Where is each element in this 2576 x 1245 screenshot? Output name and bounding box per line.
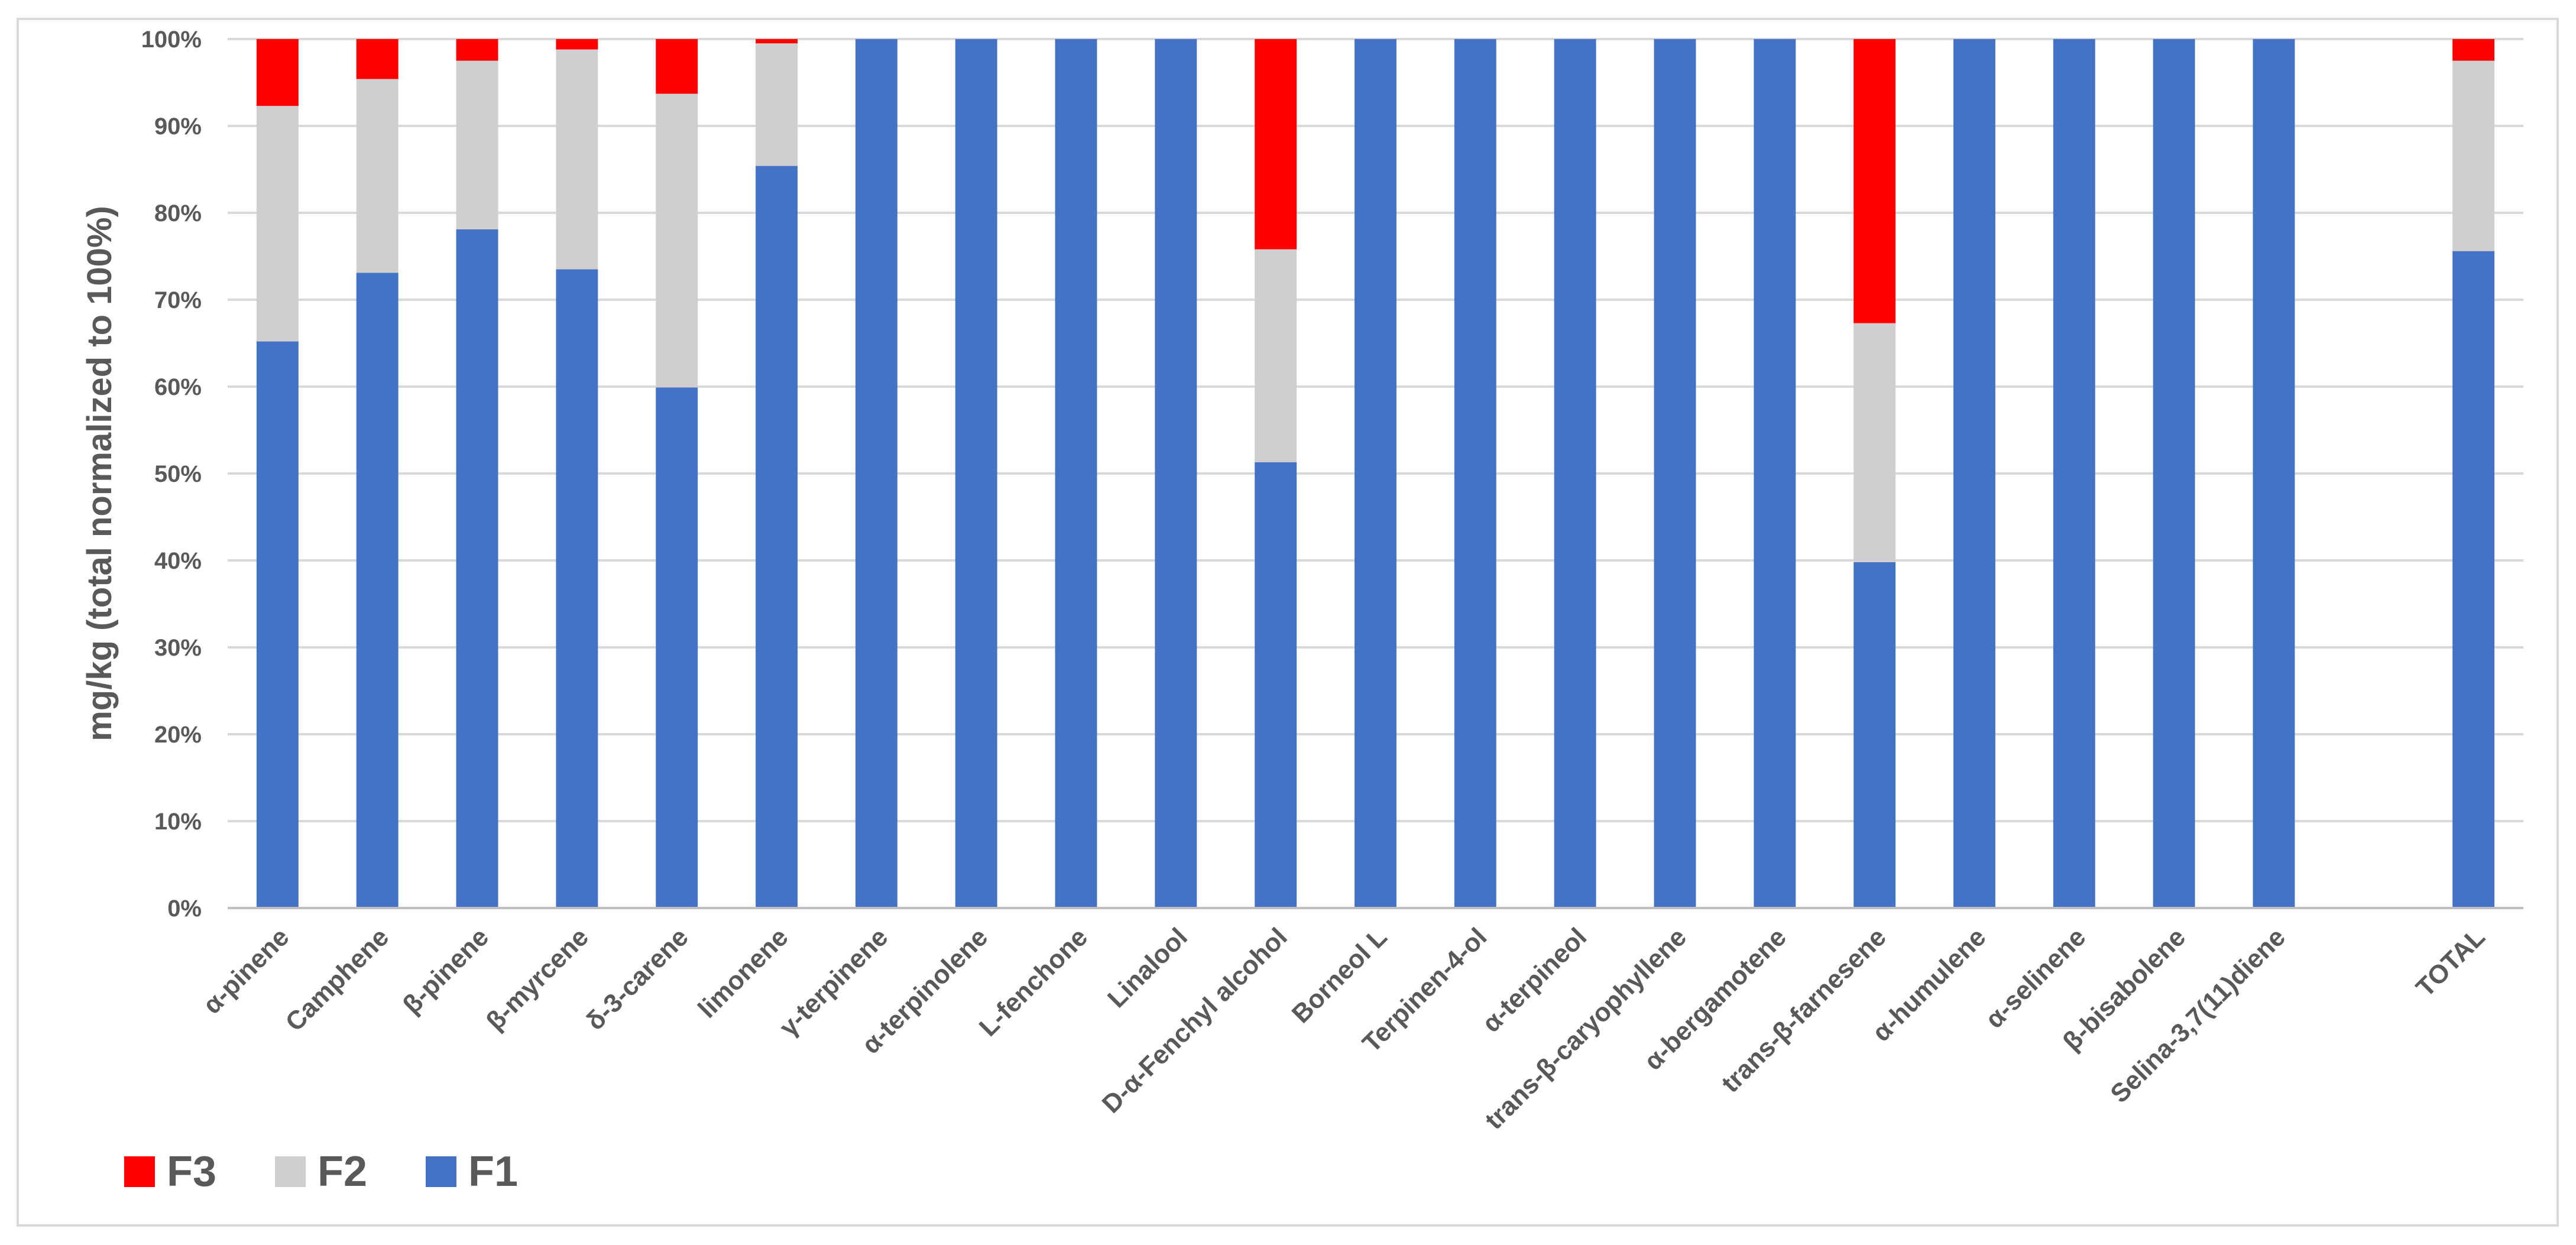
bar-segment-f2: [456, 60, 498, 229]
bar-segment-f3: [756, 39, 798, 44]
bar-segment-f3: [356, 39, 398, 79]
bar-segment-f1: [656, 387, 698, 908]
bar-segment-f1: [756, 166, 798, 908]
bar-segment-f3: [556, 39, 598, 50]
y-tick-label: 70%: [154, 287, 202, 313]
bar-segment-f1: [1454, 39, 1496, 908]
x-tick-label: β-pinene: [397, 922, 494, 1019]
bar-segment-f1: [2253, 39, 2295, 908]
bar-segment-f2: [756, 43, 798, 166]
y-tick-label: 10%: [154, 809, 202, 835]
bar-segment-f1: [556, 269, 598, 908]
bar-segment-f3: [256, 39, 299, 106]
x-tick-label: α-selinene: [1980, 922, 2092, 1034]
bar-segment-f1: [1255, 462, 1297, 908]
bar-segment-f1: [1355, 39, 1396, 908]
y-tick-label: 0%: [167, 896, 202, 922]
bar-segment-f2: [656, 93, 698, 388]
x-tick-label: trans-β-farnesene: [1716, 922, 1891, 1098]
bar-segment-f1: [1155, 39, 1197, 908]
bar-segment-f1: [256, 341, 299, 908]
legend: F3 F2 F1: [124, 1148, 518, 1195]
bar-segment-f1: [1055, 39, 1097, 908]
x-tick-label: L-fenchone: [974, 922, 1093, 1042]
x-tick-label: Borneol L: [1287, 922, 1393, 1029]
y-tick-label: 100%: [141, 27, 202, 53]
bar-segment-f1: [2153, 39, 2195, 908]
bar-segment-f3: [1255, 39, 1297, 249]
legend-label-f1: F1: [468, 1148, 518, 1195]
bar-segment-f2: [256, 106, 299, 342]
y-tick-label: 90%: [154, 114, 202, 140]
bar-segment-f3: [2452, 39, 2495, 61]
x-tick-label: β-myrcene: [481, 922, 594, 1036]
bar-segment-f2: [1255, 249, 1297, 462]
y-tick-label: 20%: [154, 722, 202, 748]
bar-segment-f3: [656, 39, 698, 94]
bar-segment-f1: [356, 273, 398, 909]
legend-label-f3: F3: [167, 1148, 216, 1195]
legend-swatch-f2: [275, 1156, 306, 1187]
bar-segment-f1: [1654, 39, 1696, 908]
bar-segment-f1: [1953, 39, 1995, 908]
bar-segment-f1: [1754, 39, 1796, 908]
bar-segment-f1: [855, 39, 897, 908]
y-tick-label: 50%: [154, 461, 202, 487]
bar-segment-f1: [2053, 39, 2095, 908]
legend-swatch-f3: [124, 1156, 155, 1187]
x-tick-label: trans-β-caryophyllene: [1479, 922, 1692, 1135]
bar-segment-f3: [1854, 39, 1896, 323]
bar-segment-f1: [2452, 251, 2495, 909]
x-tick-label: Camphene: [280, 922, 395, 1037]
bar-segment-f1: [1854, 562, 1896, 908]
legend-label-f2: F2: [317, 1148, 367, 1195]
bar-segment-f2: [2452, 60, 2495, 251]
x-tick-label: α-pinene: [197, 922, 294, 1019]
y-tick-label: 40%: [154, 548, 202, 574]
bar-segment-f3: [456, 39, 498, 61]
bar-segment-f1: [955, 39, 997, 908]
bar-segment-f2: [556, 49, 598, 270]
legend-swatch-f1: [426, 1156, 456, 1187]
x-tick-label: D-α-Fenchyl alcohol: [1097, 922, 1293, 1118]
bar-segment-f1: [456, 229, 498, 909]
x-tick-label: Linalool: [1102, 922, 1193, 1013]
y-tick-label: 80%: [154, 200, 202, 226]
x-tick-label: Selina-3,7(11)diene: [2105, 922, 2291, 1108]
bars: [256, 39, 2495, 909]
y-tick-label: 60%: [154, 374, 202, 400]
bar-segment-f2: [1854, 323, 1896, 562]
bar-segment-f1: [1554, 39, 1596, 908]
y-tick-label: 30%: [154, 635, 202, 661]
y-axis-label: mg/kg (total normalized to 100%): [80, 206, 119, 741]
bar-segment-f2: [356, 79, 398, 273]
x-tick-label: limonene: [692, 922, 793, 1023]
x-tick-label: δ-3-carene: [581, 922, 694, 1036]
x-tick-label: TOTAL: [2410, 922, 2490, 1002]
y-axis-ticks: 0% 10% 20% 30% 40% 50% 60% 70% 80% 90% 100%: [141, 27, 202, 922]
